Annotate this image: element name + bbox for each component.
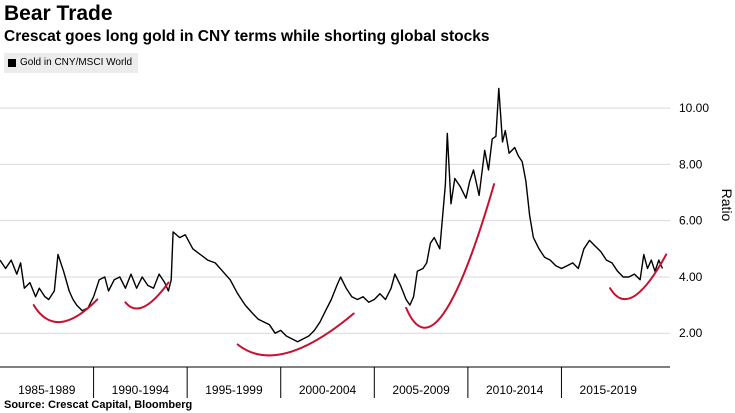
x-tick-label: 1995-1999 [205, 383, 263, 397]
x-tick-label: 2010-2014 [486, 383, 544, 397]
y-tick-label: 6.00 [679, 214, 703, 228]
y-tick-label: 8.00 [679, 157, 703, 171]
annotation-arc-4 [609, 253, 668, 301]
y-axis: 2.00 4.00 6.00 8.00 10.00 [679, 101, 709, 340]
x-axis-separators [93, 367, 562, 398]
legend-label: Gold in CNY/MSCI World [20, 57, 133, 68]
x-axis: 1985-1989 1990-1994 1995-1999 2000-2004 2005… [18, 383, 637, 397]
y-axis-title: Ratio [719, 189, 735, 222]
x-tick-label: 2015-2019 [580, 383, 638, 397]
y-tick-label: 10.00 [679, 101, 709, 115]
gridlines [0, 107, 670, 334]
y-tick-label: 2.00 [679, 326, 703, 340]
source-note: Source: Crescat Capital, Bloomberg [4, 399, 193, 411]
x-tick-label: 1990-1994 [112, 383, 170, 397]
chart-title: Bear Trade [4, 2, 113, 25]
annotation-arc-1 [124, 281, 170, 310]
chart-subtitle: Crescat goes long gold in CNY terms whil… [4, 28, 490, 45]
legend-swatch [8, 59, 16, 67]
x-tick-label: 2000-2004 [299, 383, 357, 397]
y-tick-label: 4.00 [679, 270, 703, 284]
series-line-gold-cny-msci [0, 87, 664, 343]
annotation-arc-0 [32, 298, 99, 323]
x-tick-label: 2005-2009 [392, 383, 450, 397]
annotation-arcs [32, 183, 668, 357]
annotation-arc-2 [236, 312, 355, 357]
legend: Gold in CNY/MSCI World [4, 53, 139, 73]
annotation-arc-3 [405, 183, 496, 329]
x-tick-label: 1985-1989 [18, 383, 76, 397]
